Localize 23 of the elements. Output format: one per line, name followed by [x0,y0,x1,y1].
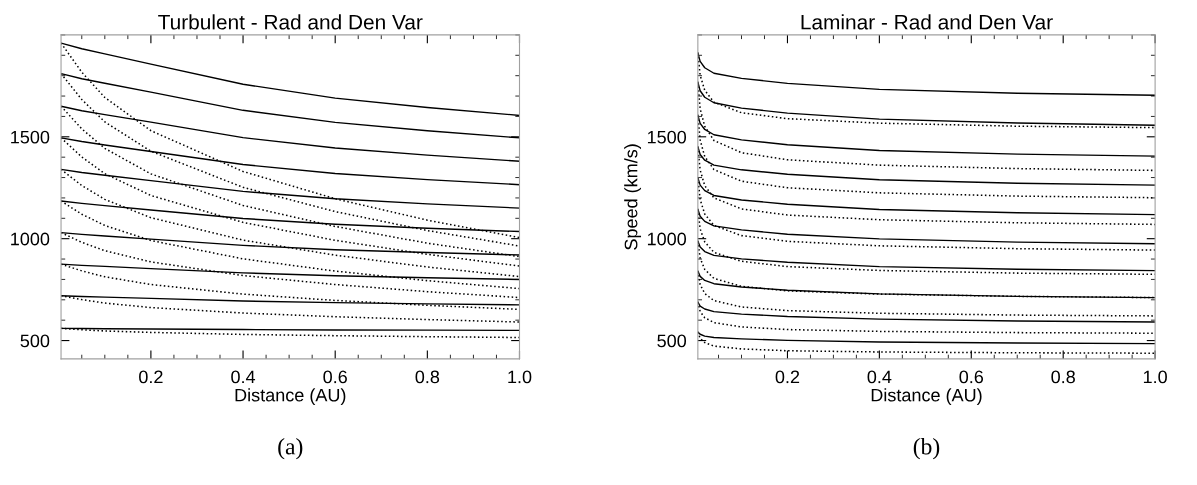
chart-title: Turbulent - Rad and Den Var [158,14,423,30]
text: (a) [278,437,303,460]
x-axis-title: Distance (AU) [235,388,346,406]
y-axis-title: Speed (km/s) [624,144,642,250]
y-tick-label: 1500 [647,130,687,144]
y-tick-label: 1500 [11,130,50,144]
x-tick-label: 1.0 [508,370,532,384]
y-tick-label: 1000 [647,232,687,246]
y-tick-label: 500 [20,334,50,348]
x-tick-label: 0.4 [867,370,892,384]
x-axis-title: Distance (AU) [871,388,982,406]
text: (b) [913,437,940,460]
y-tick-label: 500 [657,334,687,348]
x-tick-label: 0.2 [139,370,163,384]
x-tick-label: 0.6 [959,370,984,384]
x-tick-label: 0.2 [775,370,800,384]
x-tick-label: 0.8 [415,370,440,384]
chart-title: Laminar - Rad and Den Var [801,14,1053,30]
y-tick-label: 1000 [11,232,50,246]
x-tick-label: 0.6 [323,370,347,384]
x-tick-label: 0.8 [1051,370,1075,384]
x-tick-label: 0.4 [231,370,256,384]
x-tick-label: 1.0 [1143,370,1167,384]
